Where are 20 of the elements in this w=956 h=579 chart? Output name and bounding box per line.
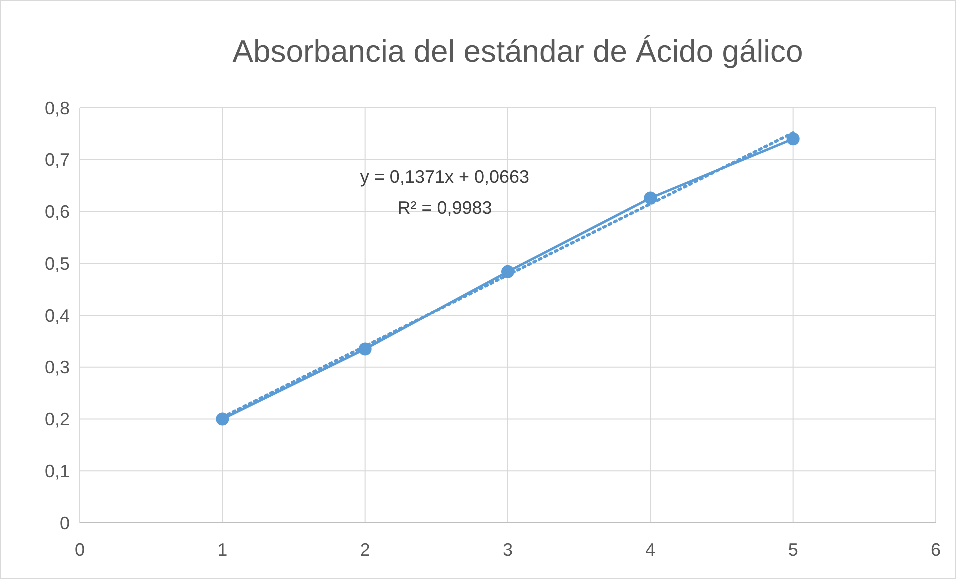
x-tick-label: 3 [502, 540, 514, 560]
y-tick-label: 0,8 [44, 98, 70, 118]
x-tick-label: 5 [788, 540, 798, 560]
x-tick-label: 1 [218, 540, 228, 560]
annotation: y = 0,1371x + 0,0663 [360, 167, 530, 187]
x-tick-label: 6 [930, 540, 942, 560]
y-tick-label: 0 [60, 513, 70, 534]
x-tick-label: 2 [360, 540, 370, 560]
y-tick-label: 0,6 [44, 202, 70, 222]
x-tick-label: 4 [646, 540, 656, 560]
x-tick-label: 0 [74, 540, 86, 560]
point [786, 132, 800, 146]
y-tick-label: 0,4 [44, 306, 70, 326]
y-tick-label: 0,7 [44, 150, 70, 170]
annotation: R² = 0,9983 [398, 198, 492, 218]
y-tick-label: 0,3 [44, 358, 70, 378]
y-tick-label: 0,2 [44, 410, 70, 430]
y-tick-label: 0,1 [44, 461, 70, 482]
y-tick-label: 0,5 [44, 254, 70, 274]
chart-title: Absorbancia del estándar de Ácido gálico [232, 34, 804, 69]
